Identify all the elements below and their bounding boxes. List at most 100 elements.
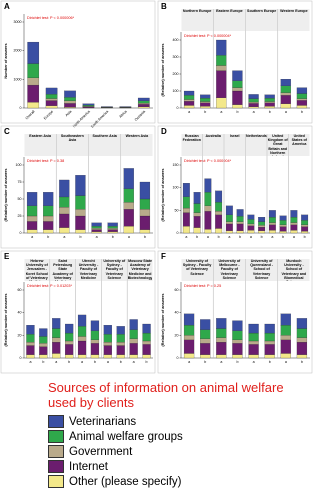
bar-segment [232, 90, 243, 105]
bar-segment [236, 209, 244, 217]
bar-segment [232, 80, 243, 88]
bar-segment [65, 323, 74, 334]
x-tick-label: b [112, 235, 114, 239]
bar-segment [248, 332, 259, 342]
y-tick-label: 20 [175, 333, 179, 337]
bar-segment [77, 314, 87, 327]
group-header: Russian Federation [183, 134, 201, 142]
x-tick-label: North America [72, 110, 91, 129]
group-label: Western Asia [125, 134, 149, 138]
bar-segment [216, 318, 227, 329]
bar-segment [279, 231, 287, 234]
group-header-bg [267, 134, 288, 156]
bar-segment [52, 318, 61, 329]
x-tick-label: b [144, 235, 146, 239]
group-header: Murdoch University - School of Veterinar… [281, 259, 306, 281]
bar-segment [247, 225, 255, 231]
bar-segment [215, 202, 223, 212]
bar-segment [216, 65, 227, 71]
bar-segment [296, 98, 308, 101]
x-tick-label: b [79, 235, 81, 239]
legend-item: Other (please specify) [48, 474, 308, 489]
group-label: Southern Europe [247, 9, 277, 13]
group-header-bg [181, 134, 202, 156]
bar-segment [232, 320, 243, 331]
bar-segment [200, 94, 211, 99]
x-tick-label: b [301, 360, 303, 364]
bar-segment [129, 338, 138, 344]
legend-label: Government [69, 445, 133, 458]
bar-segment [216, 70, 227, 98]
group-header-bg [224, 134, 245, 156]
x-tick-label: a [228, 235, 230, 239]
y-tick-label: 100 [16, 163, 22, 167]
bar-segment [91, 222, 102, 227]
bar-segment [264, 94, 275, 99]
bar-segment [232, 330, 243, 340]
bar-segment [59, 196, 70, 208]
group-label: Saint Petersburg State Academy of Veteri… [52, 259, 73, 281]
bar-segment [103, 325, 112, 335]
x-tick-label: a [188, 360, 190, 364]
group-label: Southern Asia [92, 134, 117, 138]
bar-segment [216, 39, 227, 56]
y-tick-label: 150 [173, 163, 179, 167]
bar-segment [268, 224, 276, 231]
bar-segment [183, 325, 195, 336]
bar-segment [27, 77, 40, 86]
group-header-bg [203, 134, 224, 156]
bar-segment [123, 202, 134, 210]
panel-label: D [161, 127, 167, 136]
y-tick-label: 40 [18, 311, 22, 315]
bar-segment [200, 319, 211, 330]
x-tick-label: b [236, 360, 238, 364]
x-tick-label: a [81, 360, 83, 364]
bar-segment [137, 106, 150, 109]
bar-segment [103, 345, 112, 355]
bar-segment [279, 226, 287, 232]
group-header: University of Sydney - Faculty of Veteri… [183, 259, 212, 276]
x-tick-label: a [128, 235, 130, 239]
y-tick-label: 0 [20, 356, 22, 360]
bar-segment [123, 226, 134, 234]
annotation: Dirichlet test: P < 0.000004* [184, 159, 232, 163]
annotation: Dirichlet test: P < 0.000004* [184, 34, 232, 38]
group-header: Southeastern Asia [61, 134, 84, 142]
group-header: Eastern Europe [216, 9, 243, 13]
group-header-bg [89, 134, 121, 156]
group-label: Hebrew University of Jerusalem - Koret S… [25, 259, 49, 281]
x-tick-label: b [261, 235, 263, 239]
bar-segment [301, 226, 309, 232]
legend-item: Internet [48, 459, 308, 474]
bar-segment [258, 225, 266, 228]
group-label: United States of America [291, 134, 307, 147]
bar-segment [129, 329, 138, 339]
bar-segment [216, 55, 227, 66]
group-header-bg [246, 259, 278, 281]
bar-segment [216, 97, 227, 109]
bar-segment [107, 231, 118, 234]
y-tick-label: 0 [20, 231, 22, 235]
group-header: University of Melbourne - Faculty of Vet… [218, 259, 240, 280]
bar-segment [26, 205, 38, 217]
bar-segment [268, 222, 276, 225]
x-tick-label: b [47, 235, 49, 239]
bar-segment [301, 231, 309, 234]
bar-segment [290, 210, 298, 218]
y-tick-label: 400 [173, 38, 179, 42]
bar-segment [264, 332, 275, 342]
bar-segment [301, 214, 309, 221]
bar-segment [264, 344, 275, 355]
bar-segment [215, 228, 223, 234]
group-label: Israel [230, 134, 240, 138]
bar-segment [280, 339, 291, 354]
bar-segment [64, 97, 76, 101]
bar-segment [182, 183, 190, 197]
group-header-bg [246, 134, 267, 156]
bar-segment [123, 209, 134, 227]
bar-segment [280, 92, 291, 96]
group-header-bg [181, 9, 213, 31]
bar-segment [103, 342, 112, 346]
group-header-bg [278, 9, 310, 31]
y-tick-label: 40 [175, 311, 179, 315]
